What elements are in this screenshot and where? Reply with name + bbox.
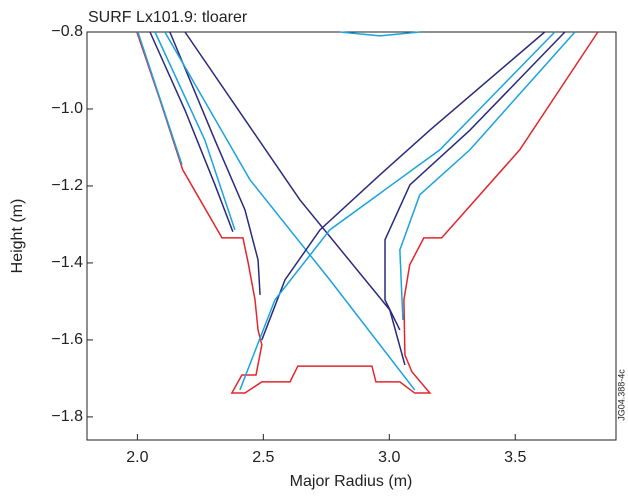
chart-title: SURF Lx101.9: tloarer bbox=[88, 9, 248, 26]
flux-line bbox=[149, 31, 234, 233]
x-axis-label: Major Radius (m) bbox=[290, 473, 413, 490]
flux-line bbox=[169, 31, 261, 295]
y-tick-label: −1.4 bbox=[51, 254, 83, 271]
plot-frame bbox=[86, 31, 617, 441]
flux-line bbox=[164, 31, 416, 391]
x-tick-label: 3.0 bbox=[378, 449, 400, 466]
flux-line bbox=[239, 31, 556, 391]
y-tick-label: −1.2 bbox=[51, 177, 83, 194]
flux-line bbox=[399, 31, 576, 320]
flux-line bbox=[137, 31, 183, 166]
x-tick-label: 3.5 bbox=[504, 449, 526, 466]
side-label: JG04.388-4c bbox=[616, 369, 626, 421]
flux-line bbox=[136, 31, 599, 394]
flux-line bbox=[261, 31, 546, 341]
flux-line bbox=[154, 31, 236, 231]
x-tick-label: 2.0 bbox=[126, 449, 148, 466]
y-tick-label: −1.6 bbox=[51, 331, 83, 348]
y-axis-label: Height (m) bbox=[9, 199, 26, 274]
y-tick-label: −1.8 bbox=[51, 408, 83, 425]
flux-line bbox=[339, 31, 420, 37]
y-tick-label: −0.8 bbox=[51, 23, 83, 40]
y-tick-label: −1.0 bbox=[51, 100, 83, 117]
flux-line bbox=[384, 31, 566, 331]
flux-line bbox=[184, 31, 406, 366]
x-tick-label: 2.5 bbox=[252, 449, 274, 466]
